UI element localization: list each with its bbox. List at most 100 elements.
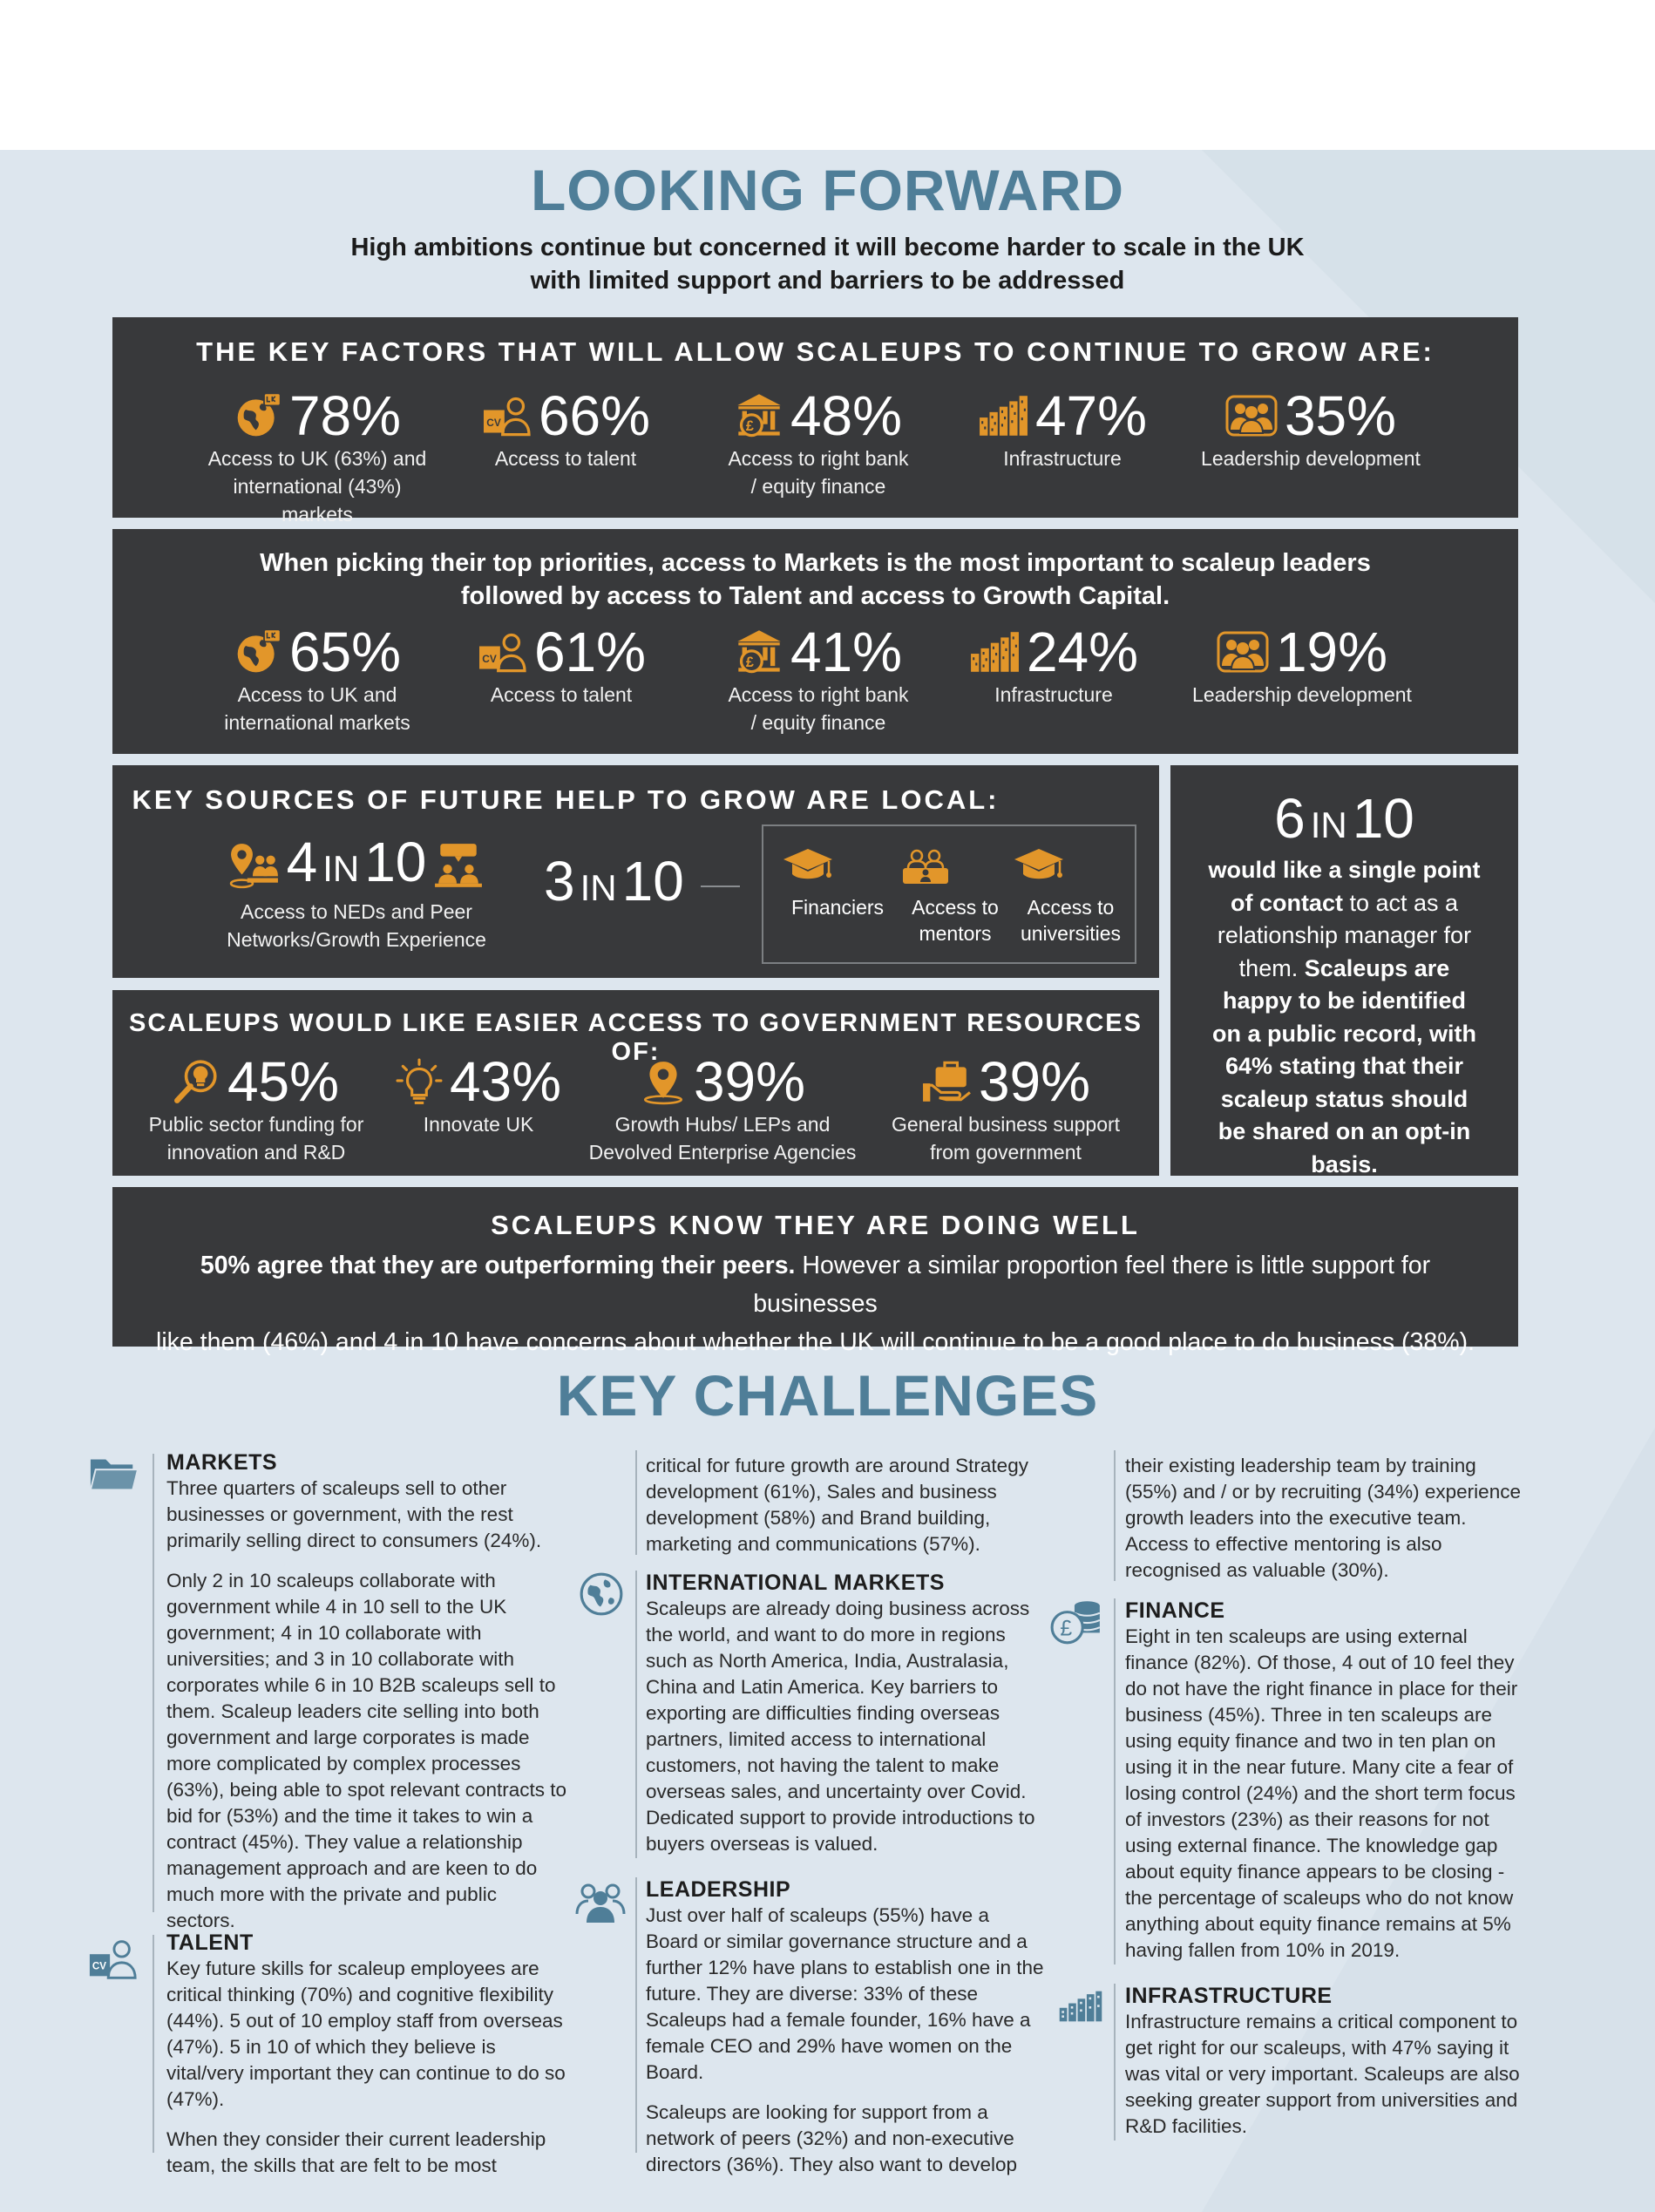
doing-well-text: 50% agree that they are outperforming th… (139, 1246, 1492, 1361)
doing-well-heading: SCALEUPS KNOW THEY ARE DOING WELL (491, 1210, 1140, 1240)
buildings-icon (1058, 1989, 1103, 2024)
team-icon (574, 1879, 627, 1924)
stat-markets: 78% Access to UK (63%) and international… (200, 387, 435, 528)
subtitle-line-1: High ambitions continue but concerned it… (350, 234, 1305, 261)
stat-value: 39% (693, 1050, 806, 1113)
stat-value: 48% (790, 384, 903, 447)
cv-person-icon (477, 629, 527, 675)
page-title: LOOKING FORWARD (530, 158, 1125, 222)
talent-paragraph-2-continued: critical for future growth are around St… (646, 1455, 1028, 1555)
stat-leadership: 35% Leadership development (1184, 387, 1437, 472)
single-point-bold-2: Scaleups are happy to be identified on a… (1211, 954, 1477, 1177)
markets-paragraph-1: Three quarters of scaleups sell to other… (166, 1477, 542, 1551)
lightbulb-icon (396, 1058, 443, 1105)
gov-resources-panel: SCALEUPS WOULD LIKE EASIER ACCESS TO GOV… (112, 990, 1159, 1176)
column-divider (1114, 1984, 1116, 2141)
key-factors-heading: THE KEY FACTORS THAT WILL ALLOW SCALEUPS… (196, 336, 1435, 367)
stat-value: 45% (227, 1050, 340, 1113)
source-label: Access to (912, 896, 999, 919)
stat-label: Leadership development (1192, 683, 1412, 706)
mentor-group-icon (899, 845, 1012, 887)
speech-people-icon (433, 842, 484, 889)
stat-label: / equity finance (750, 711, 886, 734)
source-universities: Access to universities (1012, 845, 1129, 947)
ratio-ten: 10 (1352, 787, 1414, 850)
second-ratio: 3 IN10 (544, 852, 684, 917)
leadership-paragraph-2: Scaleups are looking for support from a … (646, 2101, 1018, 2175)
priorities-heading: When picking their top priorities, acces… (112, 546, 1518, 613)
ratio-ten: 10 (364, 831, 427, 893)
markets-section: MARKETS Three quarters of scaleups sell … (166, 1450, 567, 1934)
column-divider (635, 1877, 637, 2153)
stat-innovate-uk: 43% Innovate UK (391, 1053, 566, 1138)
source-label: Access to (1027, 896, 1115, 919)
ratio-in: IN (1310, 804, 1347, 845)
leadership-paragraph-1: Just over half of scaleups (55%) have a … (646, 1904, 1044, 2083)
column-divider (1114, 1598, 1116, 1964)
bank-icon (735, 391, 783, 440)
ratio-ten: 10 (621, 850, 684, 913)
local-help-heading: KEY SOURCES OF FUTURE HELP TO GROW ARE L… (132, 784, 1000, 815)
stat-infrastructure: 24% Infrastructure (958, 623, 1150, 709)
globe-icon (578, 1571, 625, 1618)
stat-finance: 41% Access to right bank / equity financ… (722, 623, 914, 736)
stat-talent: 66% Access to talent (478, 387, 653, 472)
stat-label: Public sector funding for (148, 1113, 364, 1136)
folder-icon (89, 1454, 139, 1492)
stat-value: 41% (790, 621, 903, 683)
local-help-panel: KEY SOURCES OF FUTURE HELP TO GROW ARE L… (112, 765, 1159, 978)
stat-label: Devolved Enterprise Agencies (588, 1141, 857, 1164)
stat-value: 61% (533, 621, 647, 683)
source-label: mentors (919, 922, 992, 945)
magnifier-bulb-icon (173, 1058, 220, 1105)
infrastructure-section: INFRASTRUCTURE Infrastructure remains a … (1125, 1984, 1526, 2140)
graduation-cap-icon (781, 845, 894, 884)
single-point-text: would like a single point of contact to … (1205, 854, 1483, 1181)
doing-well-bold: 50% agree that they are outperforming th… (200, 1252, 796, 1279)
stat-label: Access to UK and (237, 683, 397, 706)
key-factors-panel: THE KEY FACTORS THAT WILL ALLOW SCALEUPS… (112, 317, 1518, 526)
stat-public-funding: 45% Public sector funding for innovation… (147, 1053, 365, 1166)
cv-person-icon (88, 1937, 139, 1982)
stat-talent: 61% Access to talent (477, 621, 647, 709)
hand-briefcase-icon (921, 1058, 972, 1105)
column-divider (635, 1450, 637, 1555)
stat-infrastructure: 47% Infrastructure (967, 387, 1158, 472)
stat-label: international (43%) markets (233, 475, 402, 526)
stat-label: Growth Hubs/ LEPs and (614, 1113, 831, 1136)
single-point-regular: to act as a relationship manager for the… (1217, 889, 1472, 981)
first-ratio: 4 IN10 Access to NEDs and Peer Networks/G… (208, 833, 505, 953)
bank-icon (735, 628, 783, 676)
stat-value: 66% (538, 384, 651, 447)
stat-markets: 65% Access to UK and international marke… (200, 623, 435, 736)
stat-label: Innovate UK (423, 1113, 534, 1136)
international-heading: INTERNATIONAL MARKETS (646, 1571, 945, 1595)
stat-label: Access to right bank (728, 447, 909, 470)
column-divider (1114, 1450, 1116, 1581)
infrastructure-heading: INFRASTRUCTURE (1125, 1984, 1333, 2008)
team-icon (1217, 630, 1269, 674)
source-mentors: Access to mentors (899, 845, 1012, 947)
stat-label: / equity finance (750, 475, 886, 498)
stat-label: General business support (891, 1113, 1121, 1136)
stat-value: 65% (288, 621, 402, 683)
graduation-cap-icon (1012, 845, 1129, 884)
source-label: universities (1020, 922, 1122, 945)
stat-value: 19% (1275, 621, 1388, 683)
cv-person-icon (481, 393, 532, 438)
single-point-ratio: 6 IN10 (1170, 790, 1518, 854)
ratio-number: 6 (1274, 787, 1306, 850)
markets-paragraph-2: Only 2 in 10 scaleups collaborate with g… (166, 1570, 567, 1931)
location-pin-icon (640, 1058, 687, 1105)
stat-label: Access to UK (63%) and (207, 447, 427, 470)
globe-icon (234, 628, 282, 676)
column-divider (153, 1935, 154, 2153)
leadership-continued: their existing leadership team by traini… (1125, 1453, 1526, 1584)
international-paragraph: Scaleups are already doing business acro… (646, 1598, 1035, 1855)
location-people-icon (229, 840, 280, 891)
ratio-label: Networks/Growth Experience (227, 928, 486, 951)
stat-label: Infrastructure (1003, 447, 1122, 470)
stat-label: Access to talent (490, 683, 633, 706)
coins-icon (1049, 1598, 1103, 1645)
doing-well-line-2: like them (46%) and 4 in 10 have concern… (156, 1328, 1475, 1356)
